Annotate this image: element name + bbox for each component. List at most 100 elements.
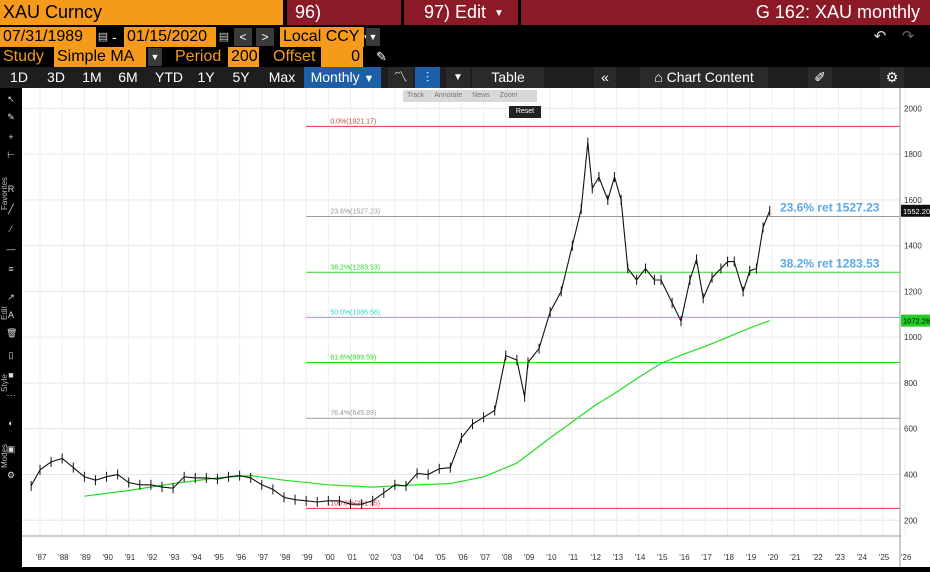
- y-tick-label: 1800: [904, 150, 922, 159]
- currency-dropdown-icon[interactable]: ▼: [366, 28, 380, 46]
- period-button-1y[interactable]: 1Y: [197, 69, 215, 85]
- period-button-ytd[interactable]: YTD: [155, 69, 183, 85]
- line-chart-icon[interactable]: 〽: [388, 67, 413, 88]
- fib-icon[interactable]: ≡: [8, 264, 14, 274]
- period-button-max[interactable]: Max: [268, 69, 296, 85]
- price-chart[interactable]: 200 400 600 800 1000 1200 1400 1600 1800 2000 '87 '…: [22, 88, 930, 567]
- currency-select[interactable]: Local CCY: [280, 27, 364, 47]
- chart-type-dropdown-icon[interactable]: ▼: [446, 67, 470, 88]
- x-tick-label: '91: [125, 553, 136, 562]
- trendline-icon[interactable]: ╱: [8, 204, 14, 214]
- last-price-tag: [901, 204, 930, 217]
- start-date-field[interactable]: 07/31/1989: [0, 27, 96, 47]
- table-button[interactable]: Table: [472, 67, 544, 88]
- frequency-select[interactable]: Monthly ▼: [304, 67, 381, 88]
- mode-icon[interactable]: ◐: [8, 418, 14, 428]
- actions-menu-button[interactable]: 96) Actions▼: [287, 0, 401, 47]
- period-button-5y[interactable]: 5Y: [232, 69, 250, 85]
- x-tick-label: '17: [701, 553, 712, 562]
- chart-content-label: Chart Content: [666, 69, 754, 85]
- fib-label: 50.0%(1086.56): [330, 309, 380, 316]
- floating-tools: Track Annotate News Zoom: [403, 90, 537, 102]
- offset-field[interactable]: 0: [321, 47, 363, 67]
- y-tick-label: 1600: [904, 196, 922, 205]
- period-button-3d[interactable]: 3D: [47, 69, 65, 85]
- settings-icon[interactable]: ⚙: [6, 470, 16, 480]
- fib-label: 76.4%(645.89): [330, 410, 376, 417]
- pen-icon[interactable]: ✎: [7, 112, 15, 122]
- hline-icon[interactable]: —: [6, 244, 16, 254]
- x-tick-label: '18: [724, 553, 735, 562]
- edit-menu-button[interactable]: 97) Edit ▼: [404, 0, 518, 25]
- fib-label: 23.6%(1527.23): [330, 209, 380, 216]
- period-button-1d[interactable]: 1D: [10, 69, 28, 85]
- period-button-1m[interactable]: 1M: [82, 69, 102, 85]
- period-button-6m[interactable]: 6M: [118, 69, 138, 85]
- track-tool[interactable]: Track: [407, 92, 425, 99]
- undo-icon[interactable]: ↶: [873, 28, 887, 45]
- price-series-line: [30, 142, 771, 505]
- x-tick-label: '92: [147, 553, 158, 562]
- mode-active-icon[interactable]: ▣: [6, 444, 16, 454]
- crosshair-icon[interactable]: +: [8, 132, 14, 142]
- line-style-icon[interactable]: ⋯: [6, 390, 16, 400]
- x-tick-label: '16: [679, 553, 690, 562]
- x-tick-label: '19: [746, 553, 757, 562]
- x-tick-label: '24: [857, 553, 868, 562]
- zoom-tool[interactable]: Zoom: [499, 92, 518, 99]
- x-tick-label: '90: [103, 553, 114, 562]
- x-tick-label: '00: [324, 553, 335, 562]
- study-dropdown-icon[interactable]: ▼: [148, 48, 162, 66]
- x-tick-label: '93: [169, 553, 180, 562]
- annotate-icon[interactable]: ✐: [808, 67, 832, 88]
- frequency-label: Monthly: [310, 69, 360, 85]
- x-tick-label: '26: [901, 553, 912, 562]
- eraser-icon[interactable]: ▯: [8, 350, 14, 360]
- x-tick-label: '01: [347, 553, 358, 562]
- ruler-icon[interactable]: ⊢: [7, 150, 15, 160]
- chart-panel[interactable]: 200 400 600 800 1000 1200 1400 1600 1800 2000 '87 '…: [22, 88, 930, 567]
- redo-icon[interactable]: ↷: [901, 28, 915, 45]
- arrow-icon[interactable]: ↗: [7, 292, 15, 302]
- study-select[interactable]: Simple MA: [54, 47, 146, 67]
- x-tick-label: '03: [391, 553, 402, 562]
- bar-chart-icon[interactable]: ⫶: [415, 67, 440, 88]
- prev-range-button[interactable]: <: [234, 28, 252, 46]
- ticker-field[interactable]: XAU Curncy: [0, 0, 283, 25]
- color-icon[interactable]: ■: [8, 370, 14, 380]
- x-tick-label: '07: [480, 553, 491, 562]
- settings-gear-icon[interactable]: ⚙: [880, 67, 904, 88]
- news-tool[interactable]: News: [472, 92, 490, 99]
- x-tick-label: '87: [36, 553, 47, 562]
- y-tick-label: 2000: [904, 104, 922, 113]
- calendar-icon[interactable]: ▤: [97, 31, 109, 43]
- chart-tools-sidebar: ↖ ✎ + ⊢ R ╱ ⁄ — ≡ ↗ A 🗑 ▯ ■ ⋯ ◐ ▣ ⚙ Favo…: [0, 88, 22, 567]
- end-date-field[interactable]: 01/15/2020: [124, 27, 216, 47]
- text-tool-icon[interactable]: A: [7, 310, 14, 320]
- pencil-icon[interactable]: ✎: [376, 49, 387, 64]
- x-tick-label: '15: [657, 553, 668, 562]
- line-icon[interactable]: ⁄: [10, 224, 12, 234]
- rectangle-icon[interactable]: R: [7, 184, 15, 194]
- modes-label: Modes: [0, 443, 9, 468]
- study-label: Study: [3, 48, 44, 65]
- annotate-tool[interactable]: Annotate: [434, 92, 463, 99]
- ma-value-label: 1072.26: [903, 317, 930, 326]
- x-tick-label: '06: [457, 553, 468, 562]
- fib-label: 0.0%(1921.17): [330, 118, 376, 125]
- fib-label: 61.8%(889.59): [330, 354, 376, 361]
- cursor-icon[interactable]: ↖: [7, 94, 15, 104]
- calendar-icon[interactable]: ▤: [218, 31, 230, 43]
- x-tick-label: '08: [502, 553, 513, 562]
- delete-icon[interactable]: 🗑: [6, 328, 18, 338]
- next-range-button[interactable]: >: [256, 28, 274, 46]
- reset-button[interactable]: Reset: [509, 106, 541, 118]
- fib-annotation: 23.6% ret 1527.23: [780, 201, 880, 215]
- y-tick-label: 1400: [904, 242, 922, 251]
- x-tick-label: '04: [413, 553, 424, 562]
- chart-content-button[interactable]: ⌂ Chart Content: [640, 67, 768, 88]
- collapse-icon[interactable]: «: [594, 67, 616, 88]
- chart-content-icon: ⌂: [654, 69, 663, 85]
- edit-label: 97) Edit: [424, 2, 487, 22]
- period-field[interactable]: 200: [228, 47, 259, 67]
